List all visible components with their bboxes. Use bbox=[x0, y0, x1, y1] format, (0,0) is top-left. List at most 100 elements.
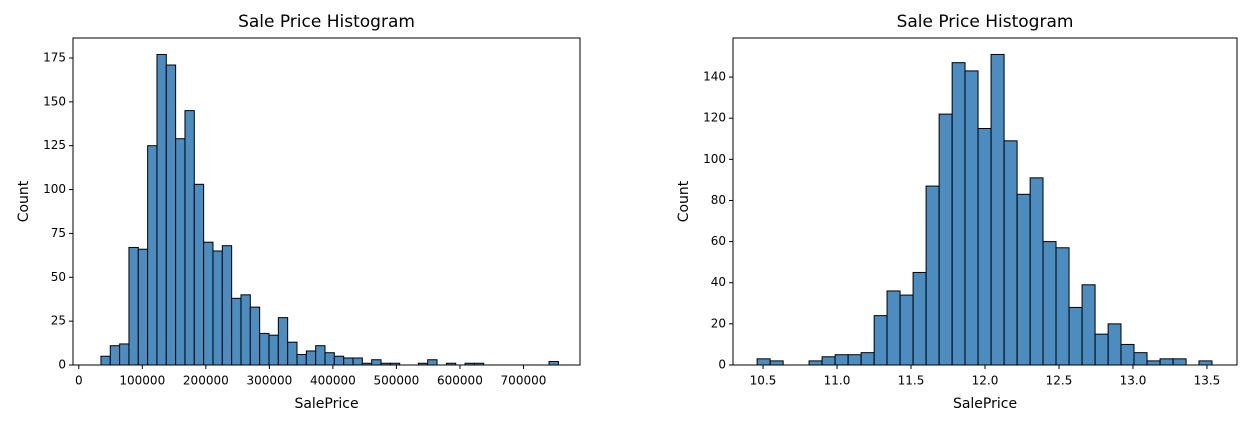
x-tick-label: 200000 bbox=[183, 374, 229, 388]
x-tick-label: 0 bbox=[75, 374, 83, 388]
y-tick-label: 125 bbox=[43, 138, 66, 152]
bar bbox=[193, 183, 205, 366]
x-tick-label: 100000 bbox=[119, 374, 165, 388]
x-tick-label: 12.0 bbox=[972, 374, 999, 388]
bar bbox=[212, 250, 223, 366]
bar bbox=[1003, 140, 1018, 366]
bar bbox=[1068, 306, 1083, 366]
x-tick-label: 600000 bbox=[437, 374, 483, 388]
y-axis-label: Count bbox=[676, 180, 692, 222]
bar bbox=[1094, 333, 1109, 366]
bar bbox=[352, 357, 363, 366]
x-tick-label: 13.5 bbox=[1194, 374, 1221, 388]
x-tick-label: 400000 bbox=[310, 374, 356, 388]
y-tick-label: 0 bbox=[58, 358, 66, 372]
bar bbox=[990, 53, 1005, 366]
y-tick-label: 50 bbox=[51, 270, 66, 284]
axes-frame bbox=[72, 37, 581, 366]
bar bbox=[175, 138, 186, 366]
bar bbox=[268, 334, 279, 366]
x-tick-label: 300000 bbox=[246, 374, 292, 388]
bar bbox=[1081, 284, 1096, 366]
bar bbox=[769, 360, 784, 366]
bar bbox=[165, 64, 177, 366]
bar bbox=[899, 294, 914, 366]
bar bbox=[137, 248, 149, 366]
bar bbox=[977, 127, 992, 366]
bar bbox=[100, 355, 111, 366]
bar bbox=[305, 350, 317, 366]
y-tick-label: 40 bbox=[711, 275, 726, 289]
bar bbox=[147, 145, 158, 366]
bar bbox=[277, 317, 289, 366]
y-tick-label: 120 bbox=[703, 111, 726, 125]
bar bbox=[296, 353, 307, 366]
bar bbox=[925, 185, 940, 366]
bar bbox=[119, 343, 130, 366]
bar bbox=[938, 113, 953, 366]
bar bbox=[821, 356, 836, 366]
bar bbox=[1016, 193, 1031, 366]
bar bbox=[1146, 360, 1161, 366]
bar bbox=[964, 70, 979, 366]
bar bbox=[184, 110, 195, 366]
bar bbox=[1042, 241, 1057, 366]
bar bbox=[343, 357, 354, 366]
bar bbox=[860, 352, 875, 366]
bar bbox=[109, 345, 121, 366]
x-tick-label: 12.5 bbox=[1046, 374, 1073, 388]
bar bbox=[287, 341, 298, 366]
bar bbox=[1107, 323, 1122, 366]
x-tick-label: 10.5 bbox=[750, 374, 777, 388]
bar bbox=[315, 345, 326, 366]
bar bbox=[1159, 358, 1174, 366]
x-axis-label: SalePrice bbox=[294, 396, 358, 412]
bar bbox=[427, 359, 438, 366]
bar bbox=[1120, 343, 1135, 366]
bar bbox=[1198, 360, 1213, 366]
bar bbox=[1133, 352, 1148, 366]
x-tick-label: 500000 bbox=[374, 374, 420, 388]
bar bbox=[333, 355, 345, 366]
bar bbox=[886, 290, 901, 366]
y-tick-label: 20 bbox=[711, 316, 726, 330]
y-tick-label: 80 bbox=[711, 193, 726, 207]
y-tick-label: 150 bbox=[43, 94, 66, 108]
y-tick-label: 25 bbox=[51, 314, 66, 328]
bar bbox=[128, 246, 139, 366]
chart-title: Sale Price Histogram bbox=[238, 12, 415, 32]
bar bbox=[1055, 247, 1070, 366]
bar bbox=[834, 354, 849, 366]
y-tick-label: 175 bbox=[43, 50, 66, 64]
y-axis-label: Count bbox=[16, 180, 32, 222]
bar bbox=[873, 315, 888, 366]
x-axis-label: SalePrice bbox=[953, 396, 1017, 412]
bar bbox=[240, 294, 251, 366]
bar bbox=[912, 271, 927, 366]
x-tick-label: 11.0 bbox=[824, 374, 851, 388]
bar bbox=[203, 241, 214, 366]
bar bbox=[808, 360, 823, 366]
y-tick-label: 75 bbox=[51, 226, 66, 240]
bar bbox=[249, 306, 261, 366]
bar bbox=[1029, 177, 1044, 366]
bar bbox=[156, 53, 167, 366]
y-tick-label: 100 bbox=[43, 182, 66, 196]
y-tick-label: 60 bbox=[711, 234, 726, 248]
chart-title: Sale Price Histogram bbox=[897, 12, 1074, 32]
bar bbox=[756, 358, 771, 366]
y-tick-label: 0 bbox=[718, 358, 726, 372]
bar bbox=[548, 360, 559, 366]
bar bbox=[847, 354, 862, 366]
x-tick-label: 700000 bbox=[501, 374, 547, 388]
bar bbox=[324, 352, 335, 366]
bar bbox=[951, 62, 966, 366]
y-tick-label: 140 bbox=[703, 70, 726, 84]
bar bbox=[221, 245, 233, 366]
y-tick-label: 100 bbox=[703, 152, 726, 166]
x-tick-label: 13.0 bbox=[1120, 374, 1147, 388]
x-tick-label: 11.5 bbox=[898, 374, 925, 388]
bar bbox=[371, 359, 382, 366]
bar bbox=[1172, 358, 1187, 366]
